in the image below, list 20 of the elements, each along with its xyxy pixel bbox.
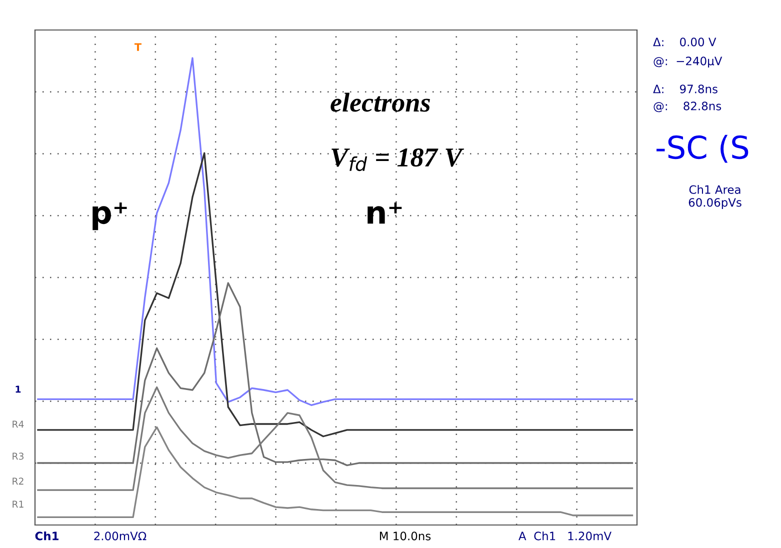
text: A Ch1 1.20mV <box>518 531 612 540</box>
annotation: n⁺ <box>368 202 402 224</box>
text: Ch1 <box>35 531 58 540</box>
text: @: 82.8ns <box>654 102 722 112</box>
text: Ch1 Area 60.06pVs <box>688 185 742 209</box>
text: Δ: 97.8ns <box>653 84 718 94</box>
text: 2.00mVΩ <box>94 532 146 540</box>
text: Δ: 0.00 V <box>653 38 716 46</box>
annotation: p⁺ <box>92 202 127 230</box>
text: R4 <box>12 420 24 428</box>
text: T <box>134 43 142 51</box>
text: R1 <box>12 500 24 508</box>
text: 1 <box>16 386 21 393</box>
text: R3 <box>12 452 24 460</box>
text: R2 <box>12 478 24 485</box>
text: -SC (S <box>656 134 748 163</box>
text: @: −240µV <box>654 56 722 68</box>
text: M 10.0ns <box>380 532 431 540</box>
annotation: electrons <box>330 92 430 112</box>
annotation: V$_{fd}$ = 187 V <box>332 148 464 172</box>
